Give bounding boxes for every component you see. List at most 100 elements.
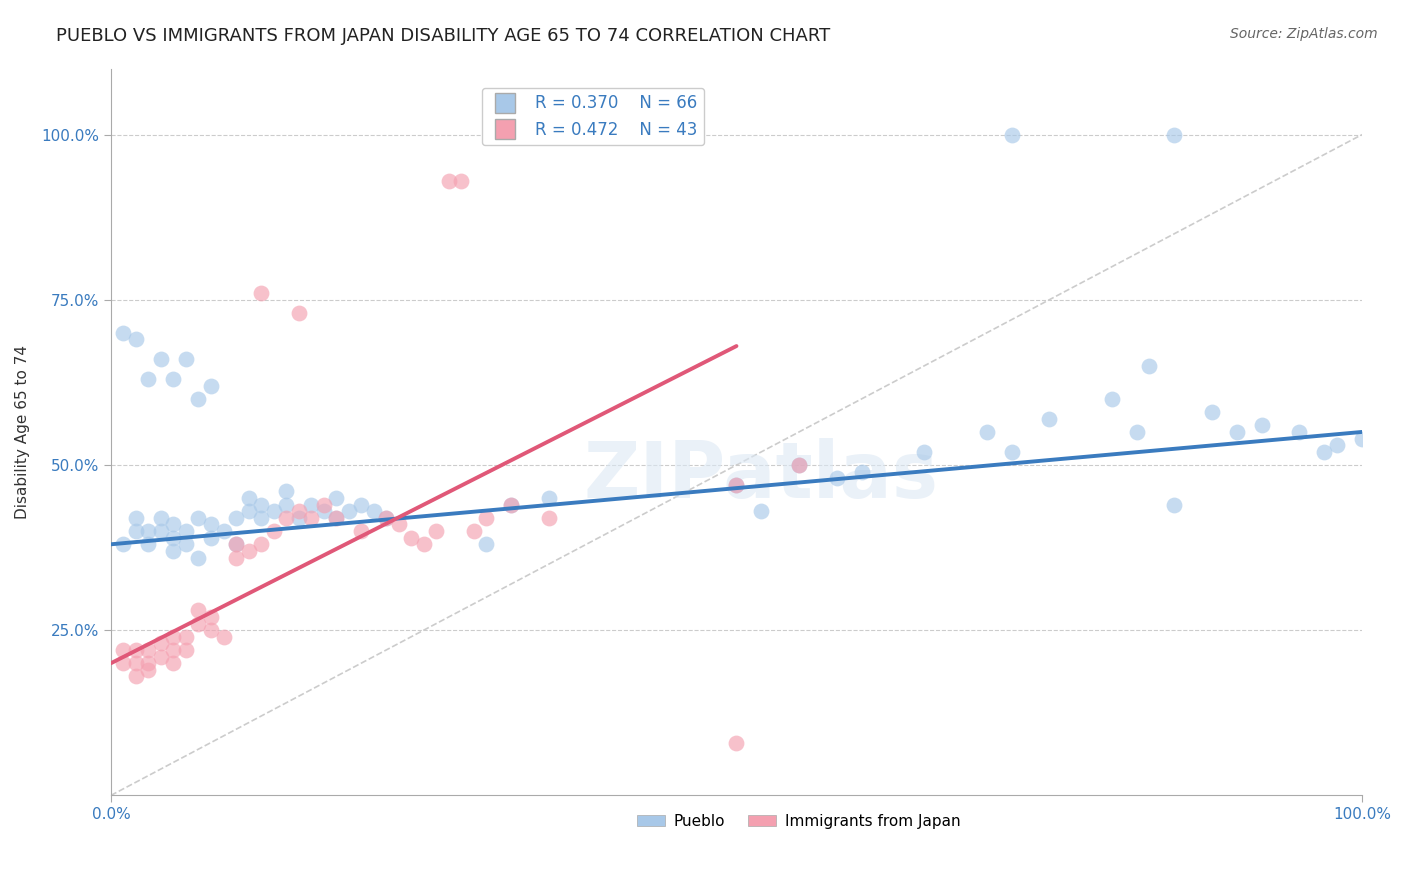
Point <box>1251 418 1274 433</box>
Point <box>138 643 160 657</box>
Point <box>125 657 148 671</box>
Y-axis label: Disability Age 65 to 74: Disability Age 65 to 74 <box>15 345 30 519</box>
Point <box>337 504 360 518</box>
Point <box>162 544 184 558</box>
Point <box>299 498 322 512</box>
Point <box>263 524 285 538</box>
Point <box>475 511 498 525</box>
Point <box>1126 425 1149 439</box>
Point <box>250 511 273 525</box>
Point <box>1326 438 1348 452</box>
Point <box>112 537 135 551</box>
Point <box>162 630 184 644</box>
Point <box>725 735 748 749</box>
Point <box>238 504 260 518</box>
Point <box>187 392 209 406</box>
Point <box>250 498 273 512</box>
Text: ZIPatlas: ZIPatlas <box>583 438 939 514</box>
Point <box>274 498 297 512</box>
Point <box>125 511 148 525</box>
Point <box>212 524 235 538</box>
Point <box>174 630 197 644</box>
Point <box>149 649 172 664</box>
Point <box>287 504 309 518</box>
Point <box>112 657 135 671</box>
Point <box>225 550 247 565</box>
Point <box>450 174 472 188</box>
Point <box>174 352 197 367</box>
Point <box>200 517 222 532</box>
Point <box>325 511 347 525</box>
Point <box>274 511 297 525</box>
Point <box>225 511 247 525</box>
Point <box>138 657 160 671</box>
Point <box>1288 425 1310 439</box>
Point <box>312 498 335 512</box>
Point <box>375 511 398 525</box>
Point <box>751 504 773 518</box>
Point <box>299 511 322 525</box>
Point <box>174 643 197 657</box>
Point <box>125 669 148 683</box>
Point <box>787 458 810 472</box>
Point <box>200 531 222 545</box>
Point <box>287 306 309 320</box>
Point <box>250 286 273 301</box>
Point <box>238 544 260 558</box>
Point <box>149 524 172 538</box>
Point <box>112 643 135 657</box>
Text: Source: ZipAtlas.com: Source: ZipAtlas.com <box>1230 27 1378 41</box>
Point <box>187 550 209 565</box>
Point <box>1001 128 1024 142</box>
Point <box>725 478 748 492</box>
Point <box>1137 359 1160 373</box>
Point <box>149 636 172 650</box>
Point <box>463 524 485 538</box>
Point <box>375 511 398 525</box>
Point <box>363 504 385 518</box>
Point <box>1163 498 1185 512</box>
Point <box>412 537 434 551</box>
Point <box>200 610 222 624</box>
Point <box>138 537 160 551</box>
Point <box>912 444 935 458</box>
Point <box>350 498 373 512</box>
Point <box>287 511 309 525</box>
Point <box>1201 405 1223 419</box>
Point <box>399 531 422 545</box>
Point <box>162 531 184 545</box>
Point <box>537 491 560 505</box>
Point <box>825 471 848 485</box>
Point <box>174 524 197 538</box>
Point <box>125 524 148 538</box>
Point <box>112 326 135 340</box>
Point <box>1001 444 1024 458</box>
Point <box>851 465 873 479</box>
Point <box>125 333 148 347</box>
Point <box>138 372 160 386</box>
Point <box>162 372 184 386</box>
Point <box>187 603 209 617</box>
Point <box>325 491 347 505</box>
Point <box>325 511 347 525</box>
Point <box>274 484 297 499</box>
Point <box>225 537 247 551</box>
Point <box>263 504 285 518</box>
Point <box>138 524 160 538</box>
Point <box>174 537 197 551</box>
Point <box>162 643 184 657</box>
Point <box>149 352 172 367</box>
Point <box>501 498 523 512</box>
Point <box>149 511 172 525</box>
Point <box>250 537 273 551</box>
Point <box>225 537 247 551</box>
Point <box>200 623 222 637</box>
Text: PUEBLO VS IMMIGRANTS FROM JAPAN DISABILITY AGE 65 TO 74 CORRELATION CHART: PUEBLO VS IMMIGRANTS FROM JAPAN DISABILI… <box>56 27 831 45</box>
Point <box>1101 392 1123 406</box>
Point <box>976 425 998 439</box>
Point <box>725 478 748 492</box>
Legend: Pueblo, Immigrants from Japan: Pueblo, Immigrants from Japan <box>631 808 967 835</box>
Point <box>1313 444 1336 458</box>
Point <box>425 524 447 538</box>
Point <box>200 378 222 392</box>
